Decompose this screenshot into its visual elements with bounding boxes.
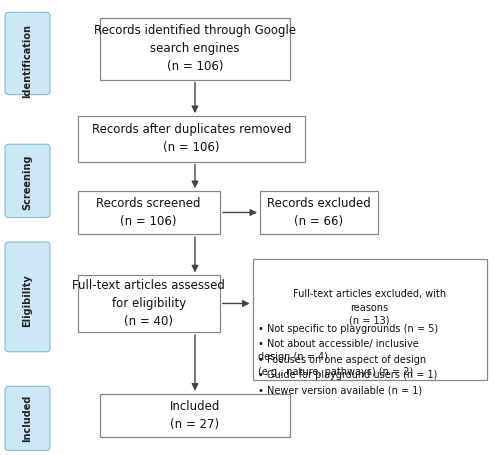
Text: Full-text articles assessed
for eligibility
(n = 40): Full-text articles assessed for eligibil…	[72, 279, 225, 328]
Text: Identification: Identification	[22, 25, 32, 98]
Text: Included: Included	[22, 395, 32, 442]
Text: • Focuses on one aspect of design
(e.g., nature, pathways) (n = 2): • Focuses on one aspect of design (e.g.,…	[258, 355, 426, 377]
FancyBboxPatch shape	[78, 191, 220, 234]
Text: • Not specific to playgrounds (n = 5): • Not specific to playgrounds (n = 5)	[258, 324, 438, 334]
Text: • Guide for playground users (n = 1): • Guide for playground users (n = 1)	[258, 370, 438, 380]
FancyBboxPatch shape	[100, 18, 290, 80]
FancyBboxPatch shape	[260, 191, 378, 234]
FancyBboxPatch shape	[100, 394, 290, 437]
FancyBboxPatch shape	[252, 259, 486, 380]
Text: Records after duplicates removed
(n = 106): Records after duplicates removed (n = 10…	[92, 123, 291, 154]
FancyBboxPatch shape	[5, 144, 50, 217]
FancyBboxPatch shape	[5, 386, 50, 450]
Text: Records screened
(n = 106): Records screened (n = 106)	[96, 197, 201, 228]
Text: Included
(n = 27): Included (n = 27)	[170, 399, 220, 431]
FancyBboxPatch shape	[78, 116, 305, 162]
Text: • Newer version available (n = 1): • Newer version available (n = 1)	[258, 386, 422, 396]
Text: Records identified through Google
search engines
(n = 106): Records identified through Google search…	[94, 25, 296, 73]
Text: • Not about accessible/ inclusive
design (n = 4): • Not about accessible/ inclusive design…	[258, 339, 419, 362]
Text: Full-text articles excluded, with
reasons
(n = 13): Full-text articles excluded, with reason…	[293, 289, 446, 326]
Text: Screening: Screening	[22, 154, 32, 210]
FancyBboxPatch shape	[78, 275, 220, 332]
Text: Records excluded
(n = 66): Records excluded (n = 66)	[267, 197, 370, 228]
FancyBboxPatch shape	[5, 242, 50, 352]
FancyBboxPatch shape	[5, 12, 50, 95]
Text: Eligibility: Eligibility	[22, 274, 32, 327]
